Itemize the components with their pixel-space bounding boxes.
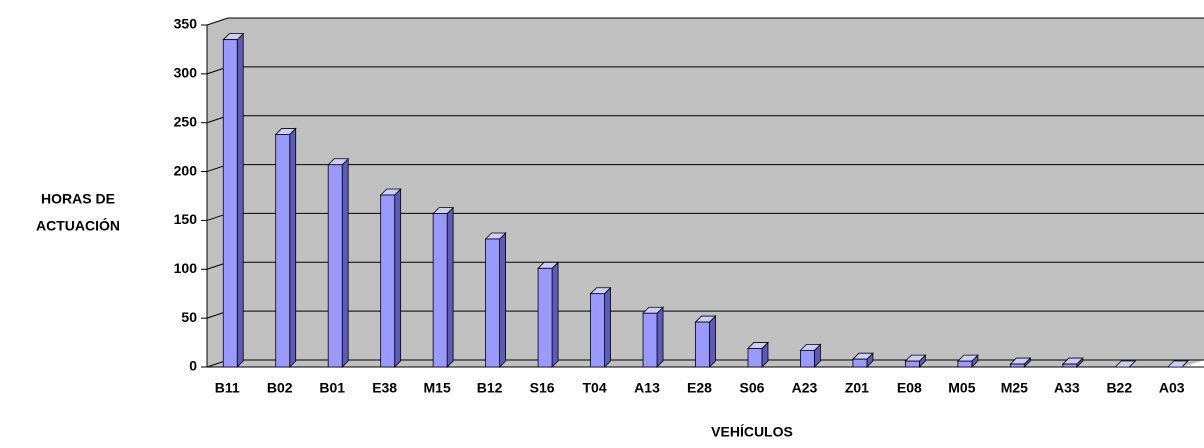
bar: [590, 293, 605, 368]
bar: [432, 213, 448, 368]
x-tick-label: E28: [687, 380, 712, 396]
y-tick-label: 50: [181, 309, 197, 325]
x-tick-label: B02: [267, 380, 293, 396]
bar: [537, 267, 553, 368]
bar: [327, 164, 343, 368]
y-axis-title: HORAS DE: [41, 191, 115, 207]
bar: [695, 321, 710, 368]
x-tick-label: A33: [1054, 380, 1080, 396]
bar: [1009, 363, 1025, 368]
x-tick-label: M05: [948, 380, 975, 396]
x-tick-label: M25: [1001, 380, 1028, 396]
bar-side: [499, 232, 507, 368]
plot-area: [207, 18, 1204, 367]
x-tick-label: S16: [530, 380, 555, 396]
bar-side: [341, 157, 349, 368]
bar-side: [446, 206, 454, 368]
bar: [275, 134, 291, 368]
bar-side: [394, 188, 402, 368]
y-tick-label: 0: [189, 358, 197, 374]
bar-top: [1114, 360, 1137, 368]
bar: [1062, 363, 1078, 368]
bar: [642, 312, 658, 368]
bar-side: [604, 286, 611, 368]
bar: [957, 360, 973, 368]
bar-side: [709, 315, 716, 368]
bar: [380, 194, 396, 368]
x-tick-label: E08: [897, 380, 922, 396]
y-tick-label: 300: [174, 65, 198, 81]
y-axis-title: ACTUACIÓN: [36, 217, 120, 234]
y-tick-label: 350: [174, 16, 198, 32]
x-tick-label: T04: [582, 380, 606, 396]
y-tick-label: 250: [174, 113, 198, 129]
bar: [485, 238, 501, 368]
bar: [852, 358, 868, 368]
y-tick-label: 100: [174, 260, 198, 276]
bar-side: [236, 32, 244, 368]
x-tick-label: A03: [1159, 380, 1185, 396]
y-tick-label: 200: [174, 162, 198, 178]
bar: [222, 39, 238, 368]
x-tick-label: E38: [372, 380, 397, 396]
x-tick-label: S06: [740, 380, 765, 396]
bar: [904, 360, 920, 368]
x-tick-label: B12: [477, 380, 503, 396]
x-axis-title: VEHÍCULOS: [711, 424, 793, 440]
bar-side: [289, 127, 297, 368]
bar-side: [551, 261, 559, 368]
x-tick-label: A23: [792, 380, 818, 396]
bar: [800, 349, 815, 368]
x-tick-label: M15: [424, 380, 451, 396]
x-tick-label: B01: [319, 380, 345, 396]
x-tick-label: B11: [215, 380, 240, 396]
bar: [747, 348, 763, 368]
bar-top: [1166, 360, 1189, 368]
x-tick-label: B22: [1106, 380, 1132, 396]
grid-line: [206, 17, 229, 26]
x-tick-label: Z01: [845, 380, 869, 396]
bar-side: [656, 306, 664, 368]
x-tick-label: A13: [634, 380, 660, 396]
y-tick-label: 150: [174, 211, 198, 227]
